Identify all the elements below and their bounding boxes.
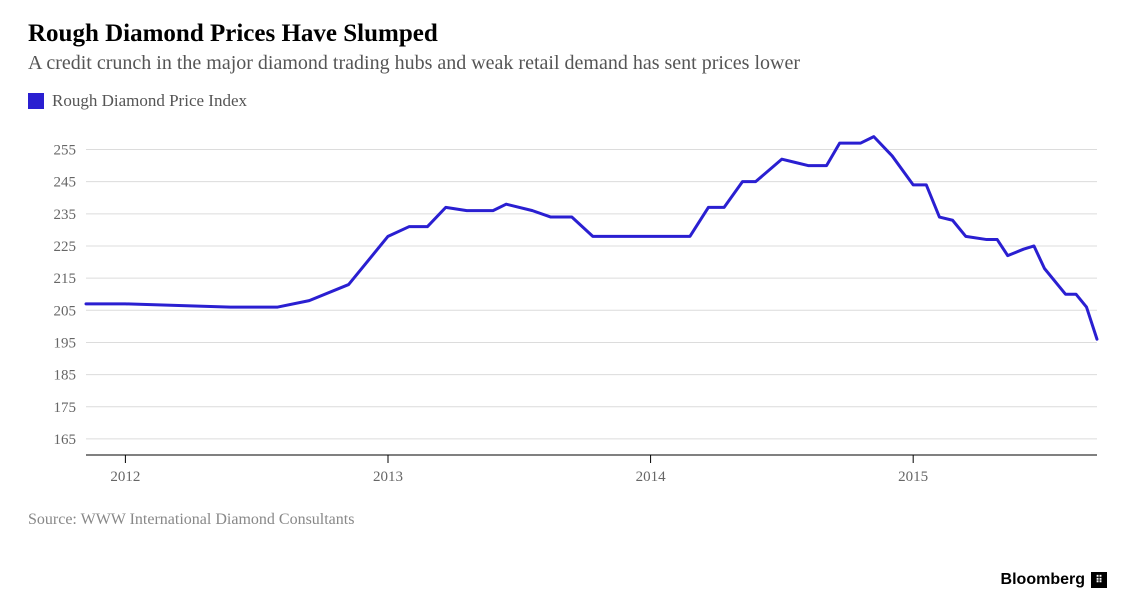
svg-text:235: 235 xyxy=(54,207,77,223)
svg-text:225: 225 xyxy=(54,239,77,255)
line-chart: 165 175 185 195 205 215 225 235 245 255 2012 2013 20… xyxy=(28,117,1107,497)
chart-title: Rough Diamond Prices Have Slumped xyxy=(28,20,1107,48)
svg-text:195: 195 xyxy=(54,335,77,351)
svg-text:175: 175 xyxy=(54,400,77,416)
svg-text:2014: 2014 xyxy=(636,469,667,485)
svg-text:255: 255 xyxy=(54,143,77,159)
svg-text:245: 245 xyxy=(54,175,77,191)
svg-text:165: 165 xyxy=(54,432,77,448)
svg-text:2012: 2012 xyxy=(110,469,140,485)
brand-mark-icon: ⠿ xyxy=(1091,572,1107,588)
svg-text:205: 205 xyxy=(54,303,77,319)
svg-text:2015: 2015 xyxy=(898,469,928,485)
svg-text:215: 215 xyxy=(54,271,77,287)
brand-logo: Bloomberg ⠿ xyxy=(1001,571,1107,589)
chart-area: 165 175 185 195 205 215 225 235 245 255 2012 2013 20… xyxy=(28,117,1107,497)
svg-text:185: 185 xyxy=(54,368,77,384)
brand-text: Bloomberg xyxy=(1001,571,1085,589)
chart-subtitle: A credit crunch in the major diamond tra… xyxy=(28,52,1107,75)
legend-swatch xyxy=(28,93,44,109)
svg-text:2013: 2013 xyxy=(373,469,403,485)
legend: Rough Diamond Price Index xyxy=(28,91,1107,111)
legend-label: Rough Diamond Price Index xyxy=(52,91,247,111)
source-text: Source: WWW International Diamond Consul… xyxy=(28,511,1107,529)
